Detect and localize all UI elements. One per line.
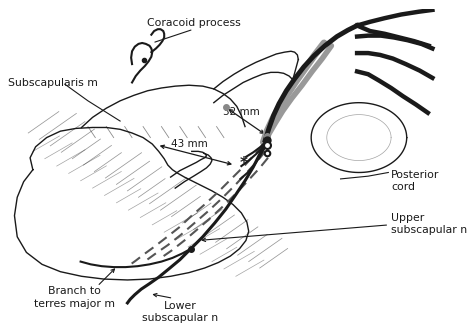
Polygon shape — [131, 43, 152, 82]
Text: Subscapularis m: Subscapularis m — [8, 78, 98, 88]
Polygon shape — [311, 103, 407, 173]
Text: Branch to
terres major m: Branch to terres major m — [34, 286, 115, 309]
Text: 32 mm: 32 mm — [223, 108, 260, 117]
Text: Lower
subscapular n: Lower subscapular n — [142, 301, 218, 324]
Text: Posterior
cord: Posterior cord — [391, 170, 439, 192]
Text: 43 mm: 43 mm — [171, 139, 208, 149]
Text: *: * — [240, 156, 248, 171]
Polygon shape — [151, 29, 164, 52]
Text: Upper
subscapular n: Upper subscapular n — [391, 213, 467, 235]
Text: Coracoid process: Coracoid process — [147, 18, 240, 28]
